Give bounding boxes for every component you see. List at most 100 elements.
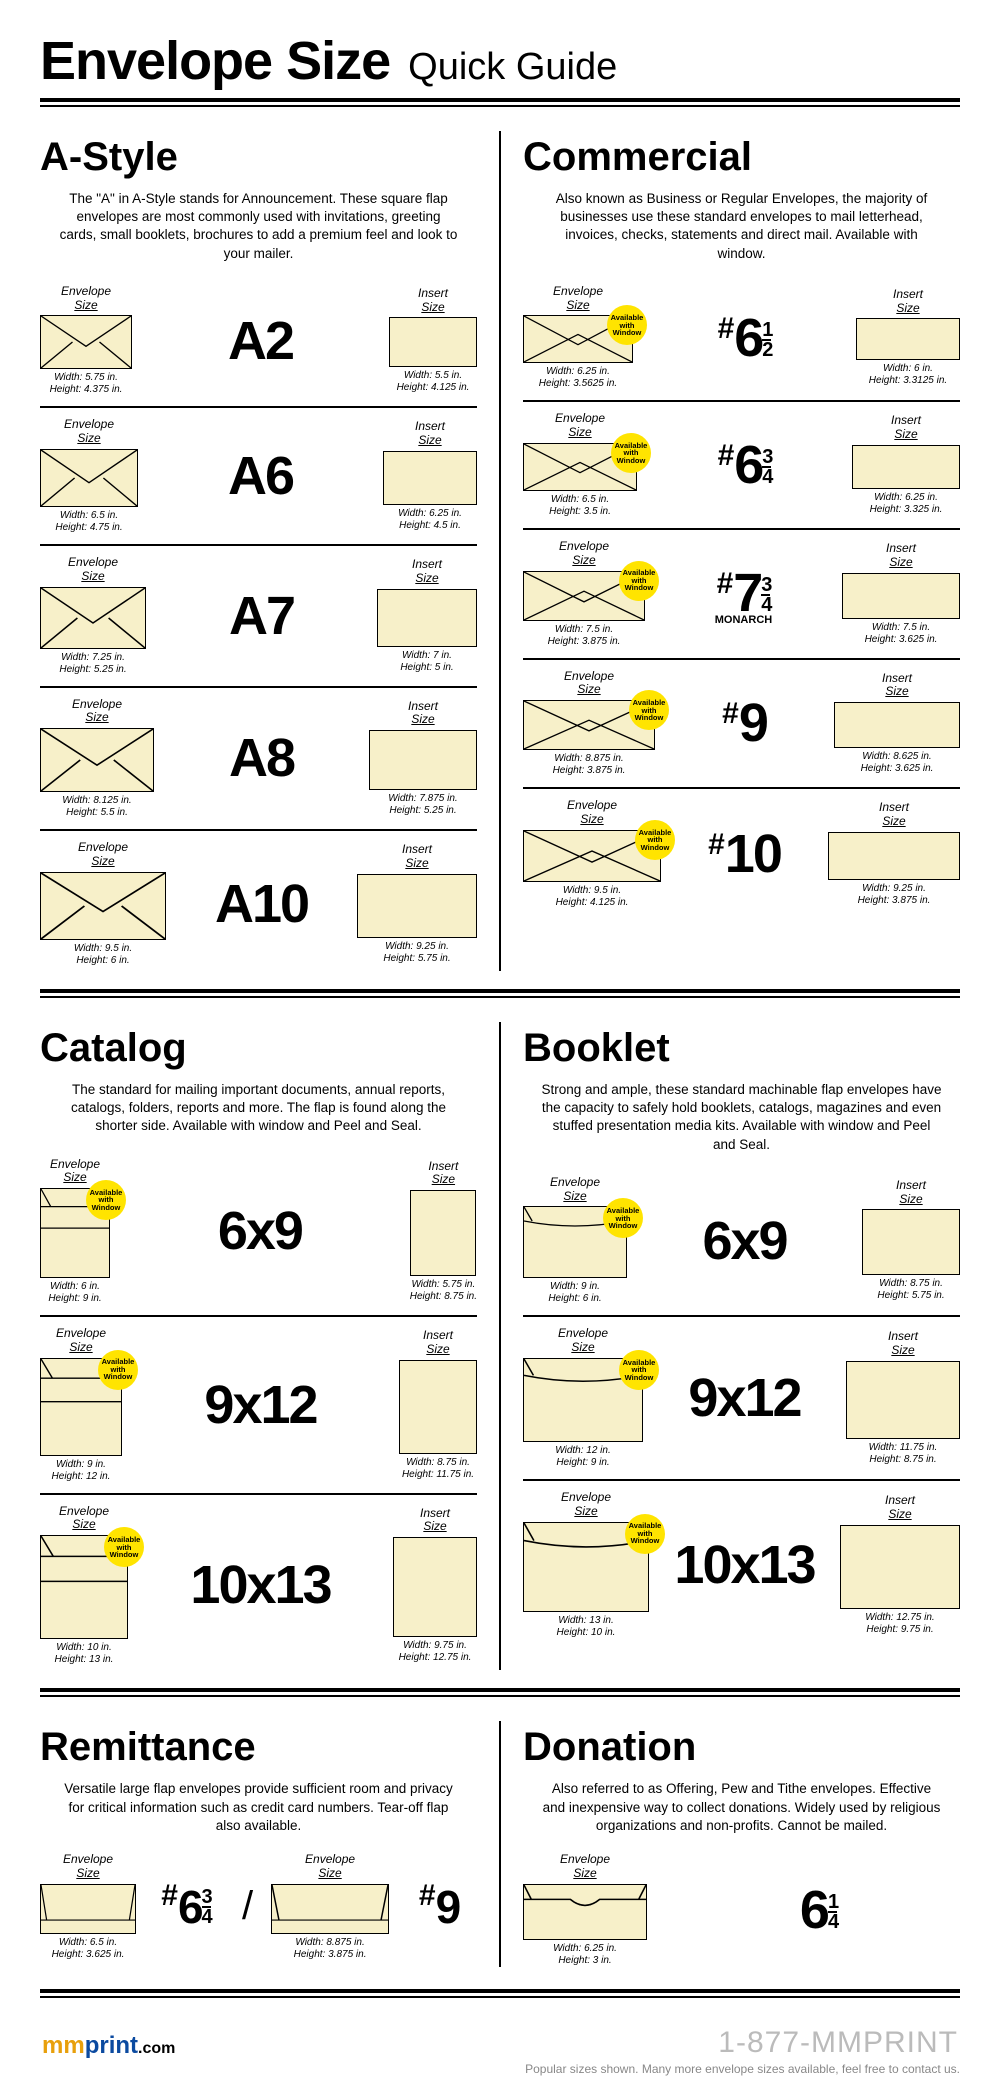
size-label: 6x9 [627,1210,862,1272]
dimensions: Width: 8.75 in.Height: 5.75 in. [877,1278,944,1302]
envelope-size-label: EnvelopeSize [68,556,118,584]
envelope-icon [40,872,166,940]
envelope-size-label: EnvelopeSize [63,1853,113,1881]
dimensions: Width: 5.5 in.Height: 4.125 in. [397,370,470,394]
logo: mmprint.com [42,2032,175,2060]
envelope-size-label: EnvelopeSize [56,1327,106,1355]
envelope-size-label: EnvelopeSize [64,418,114,446]
envelope-cell: EnvelopeSize AvailablewithWindow Width: … [523,1176,627,1306]
size-label: #9 [655,692,834,754]
insert-size-label: InsertSize [896,1179,926,1207]
insert-icon [834,702,960,748]
insert-icon [842,573,960,619]
envelope-cell: EnvelopeSize Width: 6.25 in.Height: 3 in… [523,1853,647,1967]
dimensions: Width: 8.875 in.Height: 3.875 in. [553,753,626,777]
insert-size-label: InsertSize [891,414,921,442]
insert-size-label: InsertSize [423,1329,453,1357]
envelope-size-label: EnvelopeSize [558,1327,608,1355]
envelope-cell: EnvelopeSize AvailablewithWindow Width: … [523,1327,643,1469]
envelope-cell: EnvelopeSize AvailablewithWindow Width: … [523,540,645,648]
remittance-heading: Remittance [40,1725,477,1770]
window-badge: AvailablewithWindow [629,690,669,730]
envelope-cell: EnvelopeSize AvailablewithWindow Width: … [40,1158,110,1306]
insert-size-label: InsertSize [893,288,923,316]
section-commercial: Commercial Also known as Business or Reg… [501,131,960,971]
dimensions: Width: 7.25 in.Height: 5.25 in. [59,652,126,676]
insert-icon [357,874,477,938]
dimensions: Width: 8.625 in.Height: 3.625 in. [861,751,934,775]
window-badge: AvailablewithWindow [619,1350,659,1390]
dimensions: Width: 7.5 in.Height: 3.625 in. [865,622,938,646]
envelope-icon [40,315,132,369]
section-remittance: Remittance Versatile large flap envelope… [40,1721,501,1966]
dimensions: Width: 6.25 in.Height: 4.5 in. [398,508,462,532]
insert-cell: InsertSize Width: 11.75 in.Height: 8.75 … [846,1330,960,1466]
dimensions: Width: 8.125 in.Height: 5.5 in. [62,795,131,819]
commercial-row: EnvelopeSize AvailablewithWindow Width: … [523,666,960,782]
dimensions: Width: 10 in.Height: 13 in. [55,1642,114,1666]
insert-icon [840,1525,960,1609]
dimensions: Width: 12 in.Height: 9 in. [555,1445,611,1469]
booklet-desc: Strong and ample, these standard machina… [523,1081,960,1154]
dimensions: Width: 9 in.Height: 12 in. [52,1459,111,1483]
envelope-size-label: EnvelopeSize [561,1491,611,1519]
dimensions: Width: 7.5 in.Height: 3.875 in. [548,624,621,648]
catalog-row: EnvelopeSize AvailablewithWindow Width: … [40,1323,477,1487]
footer: mmprint.com 1-877-MMPRINT Popular sizes … [40,2026,960,2076]
separator: / [236,1884,259,1929]
remittance-row: EnvelopeSize Width: 6.5 in.Height: 3.625… [40,1853,477,1961]
commercial-desc: Also known as Business or Regular Envelo… [523,190,960,263]
envelope-size-label: EnvelopeSize [305,1853,355,1881]
envelope-icon [523,1884,647,1940]
insert-size-label: InsertSize [888,1330,918,1358]
dimensions: Width: 6.5 in.Height: 3.5 in. [549,494,611,518]
envelope-cell: EnvelopeSize AvailablewithWindow Width: … [40,1327,122,1483]
envelope-cell: EnvelopeSize Width: 8.875 in.Height: 3.8… [271,1853,389,1961]
insert-cell: InsertSize Width: 9.25 in.Height: 3.875 … [828,801,960,907]
envelope-cell: EnvelopeSize Width: 7.25 in.Height: 5.25… [40,556,146,676]
insert-cell: InsertSize Width: 5.5 in.Height: 4.125 i… [389,287,477,395]
insert-cell: InsertSize Width: 7.875 in.Height: 5.25 … [369,700,477,818]
dimensions: Width: 7 in.Height: 5 in. [400,650,453,674]
section-catalog: Catalog The standard for mailing importa… [40,1022,501,1670]
commercial-heading: Commercial [523,135,960,180]
page-title: Envelope Size Quick Guide [40,30,960,92]
size-label: A2 [132,310,389,372]
commercial-row: EnvelopeSize AvailablewithWindow Width: … [523,408,960,522]
envelope-icon [40,1884,136,1934]
insert-icon [399,1360,477,1454]
envelope-cell: EnvelopeSize Width: 5.75 in.Height: 4.37… [40,285,132,397]
insert-size-label: InsertSize [418,287,448,315]
envelope-cell: EnvelopeSize AvailablewithWindow Width: … [523,799,661,909]
astyle-row: EnvelopeSize Width: 6.5 in.Height: 4.75 … [40,414,477,538]
donation-row: EnvelopeSize Width: 6.25 in.Height: 3 in… [523,1853,960,1967]
insert-icon [383,451,477,505]
size-label: #734MONARCH [645,562,842,626]
insert-cell: InsertSize Width: 9.25 in.Height: 5.75 i… [357,843,477,965]
insert-cell: InsertSize Width: 8.75 in.Height: 11.75 … [399,1329,477,1481]
section-booklet: Booklet Strong and ample, these standard… [501,1022,960,1670]
envelope-cell: EnvelopeSize AvailablewithWindow Width: … [40,1505,128,1667]
envelope-cell: EnvelopeSize AvailablewithWindow Width: … [523,1491,649,1639]
dimensions: Width: 5.75 in.Height: 8.75 in. [410,1279,477,1303]
insert-cell: InsertSize Width: 5.75 in.Height: 8.75 i… [410,1160,477,1304]
insert-size-label: InsertSize [879,801,909,829]
catalog-heading: Catalog [40,1026,477,1071]
dimensions: Width: 6.25 in.Height: 3.5625 in. [539,366,617,390]
window-badge: AvailablewithWindow [635,820,675,860]
insert-size-label: InsertSize [420,1507,450,1535]
dimensions: Width: 6 in.Height: 9 in. [48,1281,101,1305]
envelope-size-label: EnvelopeSize [50,1158,100,1186]
dimensions: Width: 9.75 in.Height: 12.75 in. [399,1640,472,1664]
size-label: A7 [146,585,377,647]
astyle-desc: The "A" in A-Style stands for Announceme… [40,190,477,263]
window-badge: AvailablewithWindow [104,1527,144,1567]
astyle-row: EnvelopeSize Width: 8.125 in.Height: 5.5… [40,694,477,824]
insert-icon [846,1361,960,1439]
insert-icon [410,1190,476,1276]
insert-icon [377,589,477,647]
envelope-size-label: EnvelopeSize [560,1853,610,1881]
envelope-size-label: EnvelopeSize [559,540,609,568]
envelope-size-label: EnvelopeSize [550,1176,600,1204]
envelope-icon [40,728,154,792]
